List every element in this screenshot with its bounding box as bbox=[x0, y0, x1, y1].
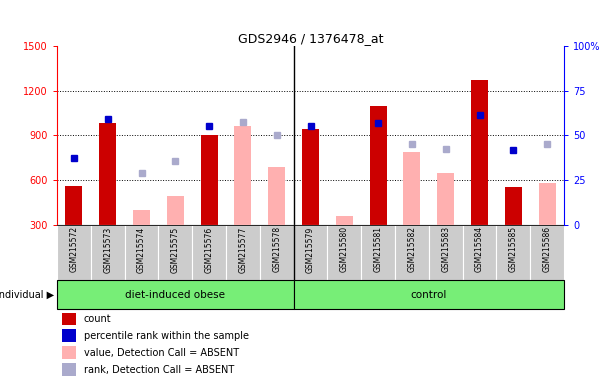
Bar bbox=[133, 210, 150, 225]
Text: diet-induced obese: diet-induced obese bbox=[125, 290, 226, 300]
Text: control: control bbox=[410, 290, 447, 300]
Bar bbox=[235, 126, 251, 225]
Bar bbox=[65, 186, 82, 225]
Bar bbox=[158, 225, 192, 280]
Bar bbox=[62, 346, 76, 359]
Bar bbox=[530, 225, 564, 280]
Text: GSM215585: GSM215585 bbox=[509, 226, 518, 272]
Text: individual ▶: individual ▶ bbox=[0, 290, 54, 300]
Bar bbox=[200, 136, 218, 225]
Text: GSM215576: GSM215576 bbox=[205, 226, 214, 273]
Bar bbox=[328, 225, 361, 280]
Bar bbox=[361, 225, 395, 280]
Bar bbox=[336, 216, 353, 225]
Bar bbox=[268, 167, 285, 225]
Bar bbox=[99, 124, 116, 225]
Bar bbox=[370, 106, 386, 225]
Bar bbox=[471, 80, 488, 225]
Text: GSM215583: GSM215583 bbox=[441, 226, 450, 272]
Title: GDS2946 / 1376478_at: GDS2946 / 1376478_at bbox=[238, 32, 383, 45]
Bar bbox=[505, 187, 522, 225]
Text: GSM215573: GSM215573 bbox=[103, 226, 112, 273]
Text: GSM215581: GSM215581 bbox=[374, 226, 383, 272]
Bar bbox=[62, 329, 76, 342]
Text: GSM215584: GSM215584 bbox=[475, 226, 484, 272]
Bar bbox=[167, 196, 184, 225]
Bar bbox=[62, 363, 76, 376]
Bar bbox=[437, 172, 454, 225]
Text: rank, Detection Call = ABSENT: rank, Detection Call = ABSENT bbox=[84, 365, 234, 375]
Bar bbox=[57, 225, 91, 280]
Text: GSM215582: GSM215582 bbox=[407, 226, 416, 272]
Bar bbox=[463, 225, 496, 280]
Bar bbox=[293, 280, 564, 309]
Bar bbox=[192, 225, 226, 280]
Text: GSM215577: GSM215577 bbox=[238, 226, 247, 273]
Text: GSM215579: GSM215579 bbox=[306, 226, 315, 273]
Bar bbox=[226, 225, 260, 280]
Bar bbox=[302, 129, 319, 225]
Text: value, Detection Call = ABSENT: value, Detection Call = ABSENT bbox=[84, 348, 239, 358]
Text: percentile rank within the sample: percentile rank within the sample bbox=[84, 331, 249, 341]
Text: GSM215572: GSM215572 bbox=[70, 226, 79, 272]
Bar bbox=[539, 183, 556, 225]
Bar bbox=[293, 225, 328, 280]
Bar bbox=[403, 152, 421, 225]
Text: GSM215580: GSM215580 bbox=[340, 226, 349, 272]
Text: GSM215578: GSM215578 bbox=[272, 226, 281, 272]
Text: count: count bbox=[84, 314, 112, 324]
Text: GSM215575: GSM215575 bbox=[171, 226, 180, 273]
Text: GSM215586: GSM215586 bbox=[542, 226, 551, 272]
Bar bbox=[395, 225, 429, 280]
Bar bbox=[125, 225, 158, 280]
Bar bbox=[91, 225, 125, 280]
Bar bbox=[260, 225, 293, 280]
Bar bbox=[57, 280, 293, 309]
Bar bbox=[62, 312, 76, 325]
Bar bbox=[429, 225, 463, 280]
Text: GSM215574: GSM215574 bbox=[137, 226, 146, 273]
Bar bbox=[496, 225, 530, 280]
